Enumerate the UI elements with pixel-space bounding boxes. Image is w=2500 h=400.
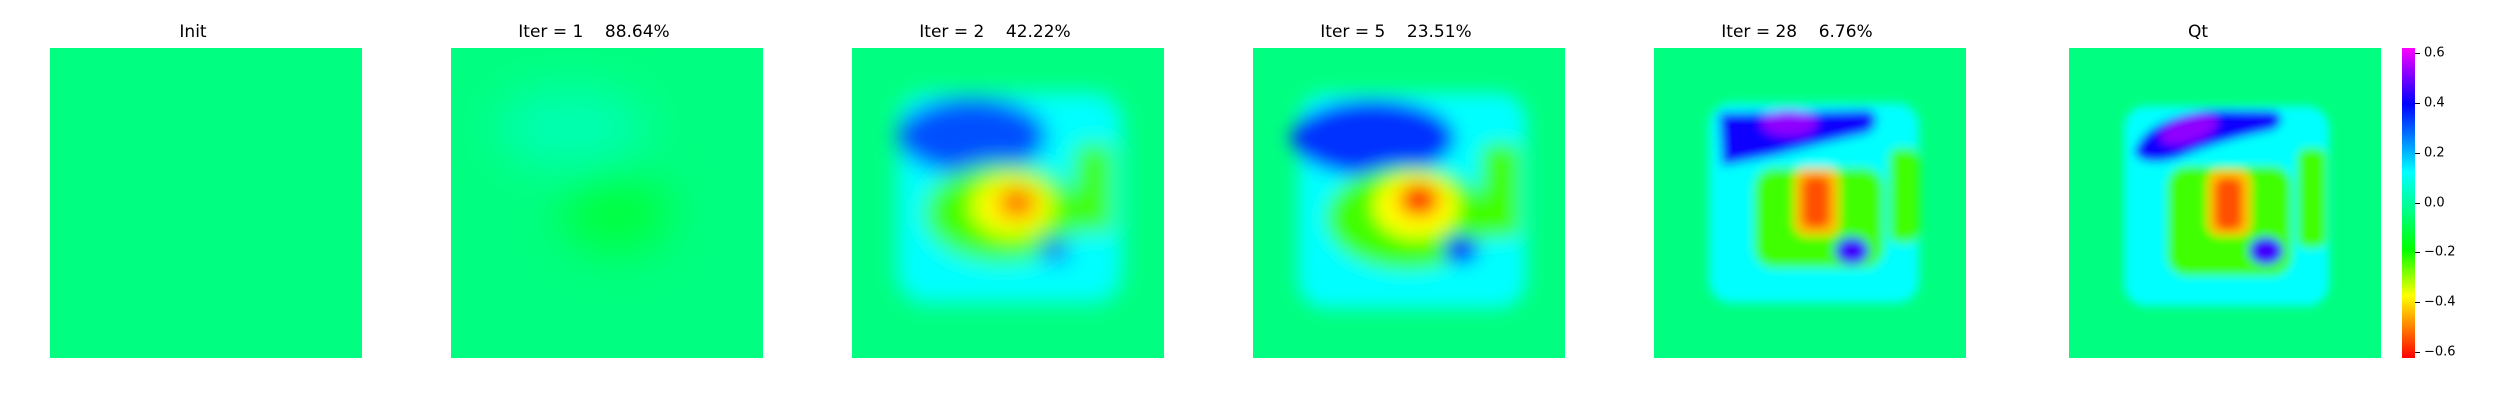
colorbar <box>2402 48 2415 358</box>
colorbar-tick <box>2415 102 2420 104</box>
heatmap-panel-iter-28 <box>1654 48 1966 358</box>
colorbar-tick <box>2415 302 2420 304</box>
panel-title-init: Init <box>179 22 207 42</box>
heatmap-panel-qt <box>2069 48 2381 358</box>
panel-title-qt: Qt <box>2187 22 2209 42</box>
colorbar-tick <box>2415 252 2420 254</box>
center-peak <box>999 189 1035 217</box>
colorbar-tick-label: −0.4 <box>2424 294 2456 310</box>
panel-title-iter-28: Iter = 28 6.76% <box>1721 22 1873 42</box>
heatmap-field <box>50 48 362 358</box>
heatmap-panel-init <box>50 48 362 358</box>
heatmap-panel-iter-1 <box>451 48 763 358</box>
center-peak <box>1399 184 1439 216</box>
panel-title-iter-2: Iter = 2 42.22% <box>919 22 1071 42</box>
upper-peak <box>2160 115 2218 145</box>
colorbar-tick-label: 0.2 <box>2424 145 2445 161</box>
right-bump <box>1889 148 1919 243</box>
upper-positive-region <box>2134 110 2282 162</box>
colorbar-tick-label: 0.0 <box>2424 195 2445 210</box>
right-bump <box>2297 148 2327 248</box>
lower-right-blob <box>1835 237 1869 265</box>
upper-positive-region <box>496 88 646 168</box>
colorbar-tick <box>2415 352 2420 353</box>
colorbar-tick <box>2415 202 2420 204</box>
panel-title-iter-5: Iter = 5 23.51% <box>1320 22 1472 42</box>
right-bump <box>1481 143 1521 238</box>
upper-peak <box>1761 110 1817 136</box>
upper-positive-region <box>1291 100 1455 176</box>
heatmap-panel-iter-2 <box>852 48 1164 358</box>
panel-title-iter-1: Iter = 1 88.64% <box>518 22 670 42</box>
center-peak <box>2215 178 2242 230</box>
lower-right-blob <box>2249 237 2283 265</box>
colorbar-tick <box>2415 152 2420 154</box>
right-bump <box>1074 143 1114 233</box>
colorbar-tick <box>2415 53 2420 54</box>
colorbar-tick-label: −0.6 <box>2424 344 2456 360</box>
upper-positive-region <box>1719 110 1877 166</box>
lower-right-blob <box>1444 236 1478 264</box>
colorbar-tick-label: −0.2 <box>2424 244 2456 260</box>
upper-positive-region <box>897 98 1047 174</box>
colorbar-tick-label: 0.4 <box>2424 95 2445 111</box>
center-peak <box>1802 176 1830 228</box>
center-negative-region <box>561 173 671 253</box>
lower-right-blob <box>1041 239 1069 263</box>
colorbar-tick-label: 0.6 <box>2424 45 2445 61</box>
heatmap-panel-iter-5 <box>1253 48 1565 358</box>
